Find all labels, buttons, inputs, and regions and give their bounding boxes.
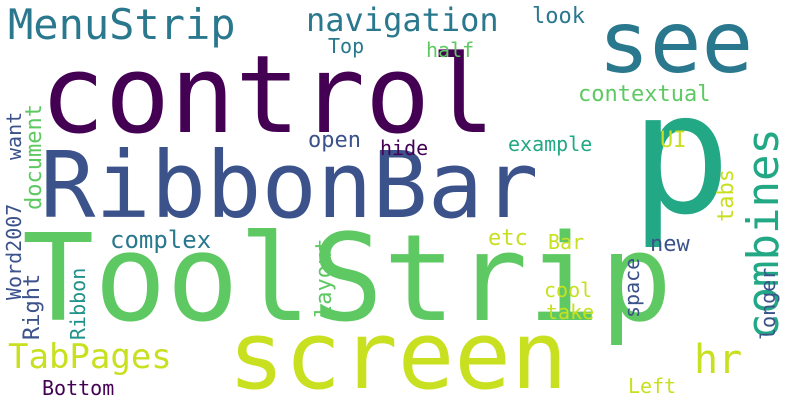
word-bar: Bar — [548, 230, 585, 254]
word-bottom: Bottom — [42, 376, 115, 400]
word-screen: screen — [228, 302, 568, 400]
word-toolstrip: ToolStrip — [22, 210, 673, 349]
word-contextual: contextual — [578, 82, 711, 107]
word-navigation: navigation — [306, 1, 499, 39]
word-top: Top — [328, 34, 365, 58]
word-longer: longer — [756, 267, 780, 340]
word-take: take — [546, 300, 595, 324]
word-tabs: tabs — [714, 169, 739, 222]
word-left: Left — [628, 374, 677, 398]
word-half: half — [426, 38, 475, 62]
word-example: example — [508, 132, 593, 156]
word-space: space — [620, 257, 644, 318]
word-cool: cool — [544, 278, 593, 302]
word-control: control — [40, 33, 496, 158]
word-see: see — [598, 0, 754, 93]
word-menustrip: MenuStrip — [8, 0, 236, 49]
word-p: p — [630, 56, 732, 252]
word-ribbon: Ribbon — [66, 267, 90, 340]
word-ribbonbar: RibbonBar — [40, 132, 539, 239]
word-look: look — [532, 4, 585, 29]
word-open: open — [308, 128, 361, 153]
word-hide: hide — [380, 136, 429, 160]
word-hr: hr — [694, 337, 743, 383]
word-document: document — [22, 104, 47, 210]
word-want: want — [2, 111, 26, 160]
word-ui: UI — [660, 128, 687, 153]
word-etc: etc — [488, 226, 528, 251]
word-tabpages: TabPages — [8, 337, 172, 377]
word-right: Right — [20, 273, 45, 340]
word-layout: layout — [312, 238, 337, 318]
word-new: new — [650, 232, 690, 257]
word-complex: complex — [110, 226, 212, 254]
